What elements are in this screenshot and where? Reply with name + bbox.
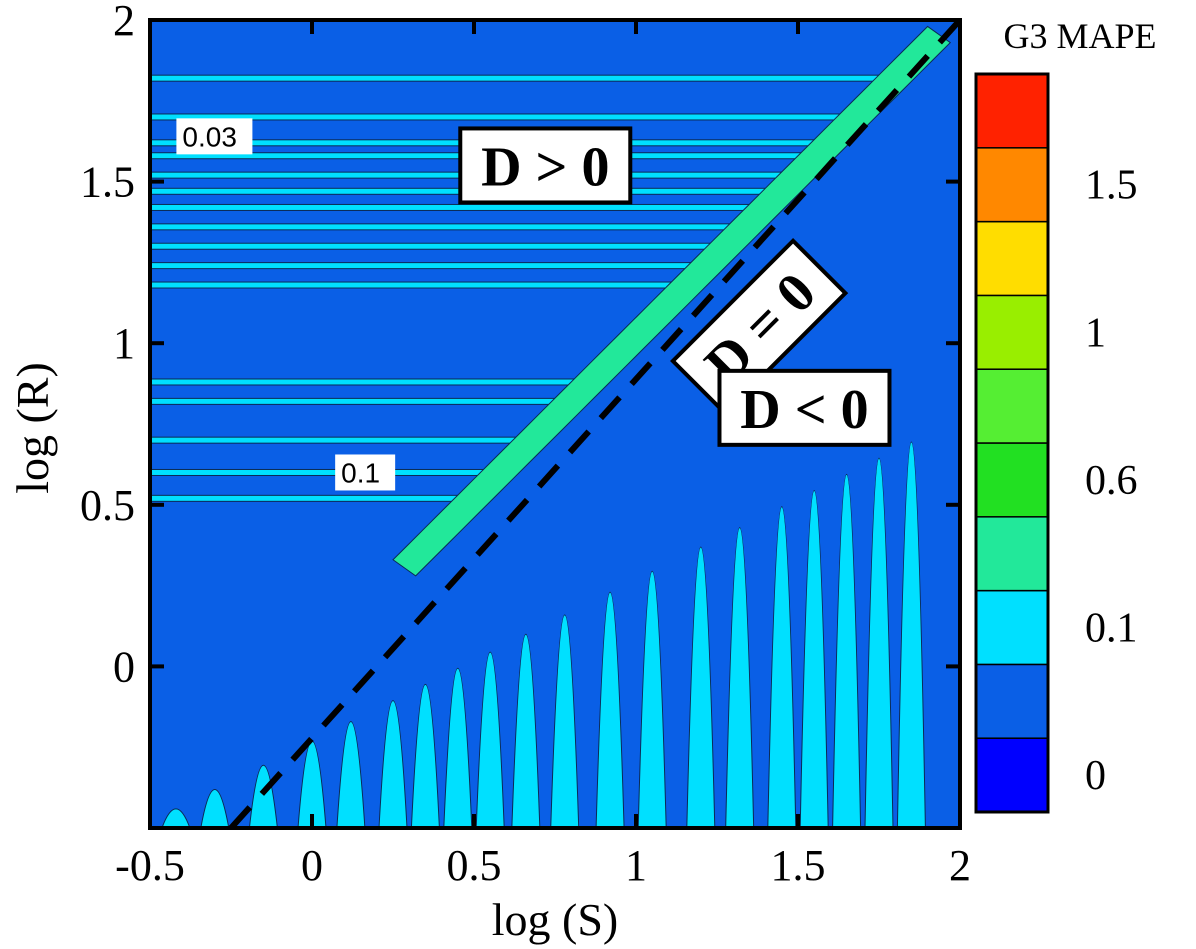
colorbar-tick-label: 1 — [1085, 310, 1106, 356]
colorbar-frame — [974, 72, 1050, 814]
y-tick-label: 0 — [113, 642, 135, 691]
colorbar-segment — [975, 220, 1049, 297]
x-tick-label: 2 — [949, 841, 971, 890]
x-tick-label: 0 — [301, 841, 323, 890]
contour-band — [150, 494, 465, 502]
contour-band — [864, 457, 894, 828]
contour-band — [150, 223, 737, 231]
contour-band — [595, 591, 625, 828]
contour-regions — [150, 25, 952, 828]
x-axis-title: log (S) — [492, 894, 619, 945]
colorbar-segment — [975, 368, 1049, 444]
contour-band — [150, 242, 718, 250]
contour-band — [832, 474, 862, 828]
colorbar-segment — [975, 663, 1049, 739]
colorbar-segment — [975, 147, 1049, 223]
contour-band — [511, 634, 541, 828]
contour-band — [799, 490, 829, 828]
y-tick-label: 2 — [113, 0, 135, 45]
contour-labels: 0.03 0.1 — [176, 118, 396, 491]
contour-band — [896, 441, 926, 828]
plot-frame — [148, 18, 962, 830]
colorbar-tick-label: 0.1 — [1085, 606, 1138, 652]
colorbar-tick-label: 0 — [1085, 753, 1106, 799]
colorbar-tick-label: 0.6 — [1085, 458, 1138, 504]
svg-text:D > 0: D > 0 — [481, 136, 609, 198]
contour-band — [475, 651, 505, 828]
contour-band — [150, 397, 562, 405]
x-tick-label: 1 — [625, 841, 647, 890]
contour-band — [725, 527, 755, 828]
contour-band — [150, 113, 848, 121]
contour-band — [686, 546, 716, 828]
colorbar-tick-label: 1.5 — [1085, 163, 1138, 209]
region-annotations: D > 0D = 0D < 0 — [458, 126, 892, 447]
x-tick-label: 1.5 — [771, 841, 826, 890]
contour-band — [410, 683, 440, 828]
contour-band — [150, 436, 524, 444]
region-label: D > 0 — [458, 126, 633, 205]
svg-text:0.1: 0.1 — [341, 457, 380, 488]
region-label: D < 0 — [717, 368, 892, 447]
contour-band — [200, 789, 230, 828]
contour-band — [336, 721, 366, 828]
colorbar-segment — [975, 294, 1049, 370]
colorbar-segment — [975, 589, 1049, 666]
x-tick-label: 0.5 — [447, 841, 502, 890]
contour-band — [150, 203, 757, 211]
y-tick-label: 0.5 — [80, 481, 135, 530]
y-tick-label: 1.5 — [80, 158, 135, 207]
colorbar-segment — [975, 73, 1049, 149]
contour-band — [378, 700, 408, 828]
contour-value-label: 0.03 — [176, 118, 253, 155]
contour-band — [150, 74, 886, 82]
x-axis-ticks: -0.5 0 0.5 1 1.5 2 — [115, 20, 971, 890]
contour-band — [550, 614, 580, 828]
y-tick-label: 1 — [113, 319, 135, 368]
x-tick-label: -0.5 — [115, 841, 185, 890]
contour-band — [150, 468, 491, 476]
contour-band — [767, 506, 797, 828]
contour-value-label: 0.1 — [335, 454, 396, 491]
svg-text:D < 0: D < 0 — [740, 379, 868, 441]
contour-band — [443, 668, 473, 828]
colorbar-segment — [975, 737, 1049, 813]
contour-band — [150, 262, 699, 270]
y-axis-title: log (R) — [7, 362, 58, 494]
colorbar-segment — [975, 442, 1049, 518]
contour-band — [150, 281, 679, 289]
colorbar: 0 0.1 0.6 1 1.5 — [974, 72, 1138, 814]
svg-text:0.03: 0.03 — [182, 121, 237, 152]
contour-band — [150, 378, 582, 386]
colorbar-title: G3 MAPE — [1003, 16, 1156, 56]
colorbar-segment — [975, 516, 1049, 592]
contour-ridge — [392, 25, 952, 577]
y-axis-ticks: 0 0.5 1 1.5 2 — [80, 0, 960, 691]
contour-band — [637, 571, 667, 828]
